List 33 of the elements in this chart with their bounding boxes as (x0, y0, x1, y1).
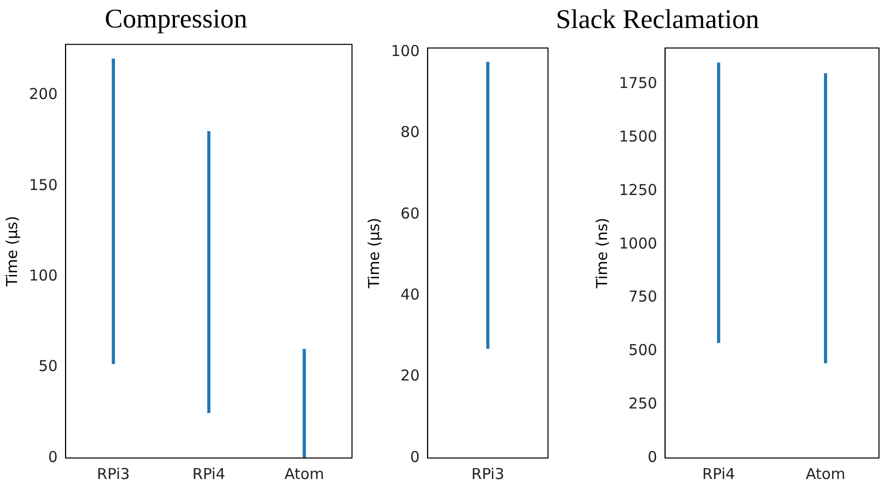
y-axis-title: Time (μs) (2, 216, 21, 288)
text: Slack Reclamation (554, 4, 760, 35)
x-tick-label: RPi3 (96, 464, 130, 483)
y-axis-title: Time (ns) (592, 218, 611, 290)
bar (302, 348, 306, 458)
y-tick-label: 80 (400, 123, 420, 142)
y-tick-label: 1500 (618, 128, 658, 146)
y-tick-label: 50 (38, 357, 58, 376)
y-tick-label: 100 (390, 42, 420, 60)
y-tick-label: 250 (628, 394, 658, 413)
y-tick-label: 1250 (618, 180, 658, 199)
y-tick-label: 1000 (618, 234, 658, 252)
y-tick-label: 200 (28, 85, 58, 104)
bar (112, 58, 115, 364)
x-tick-label: RPi4 (192, 464, 226, 483)
x-tick-label: RPi4 (702, 464, 736, 483)
x-tick-label: Atom (806, 464, 846, 483)
y-tick-label: 20 (400, 366, 420, 385)
y-tick-label: 750 (628, 288, 658, 306)
chart-title: Compression (104, 3, 248, 34)
y-tick-label: 100 (28, 266, 58, 284)
y-tick-label: 1750 (618, 74, 658, 92)
bar (207, 131, 210, 413)
y-tick-label: 0 (410, 448, 420, 466)
y-tick-label: 500 (628, 341, 658, 360)
x-tick-label: Atom (284, 464, 324, 483)
y-tick-label: 0 (48, 448, 58, 466)
y-axis-title: Time (μs) (364, 218, 383, 290)
y-tick-label: 150 (28, 176, 58, 194)
y-tick-label: 40 (400, 286, 420, 304)
y-tick-label: 60 (400, 204, 420, 222)
x-tick-label: RPi3 (471, 464, 504, 483)
y-tick-label: 0 (648, 448, 658, 466)
